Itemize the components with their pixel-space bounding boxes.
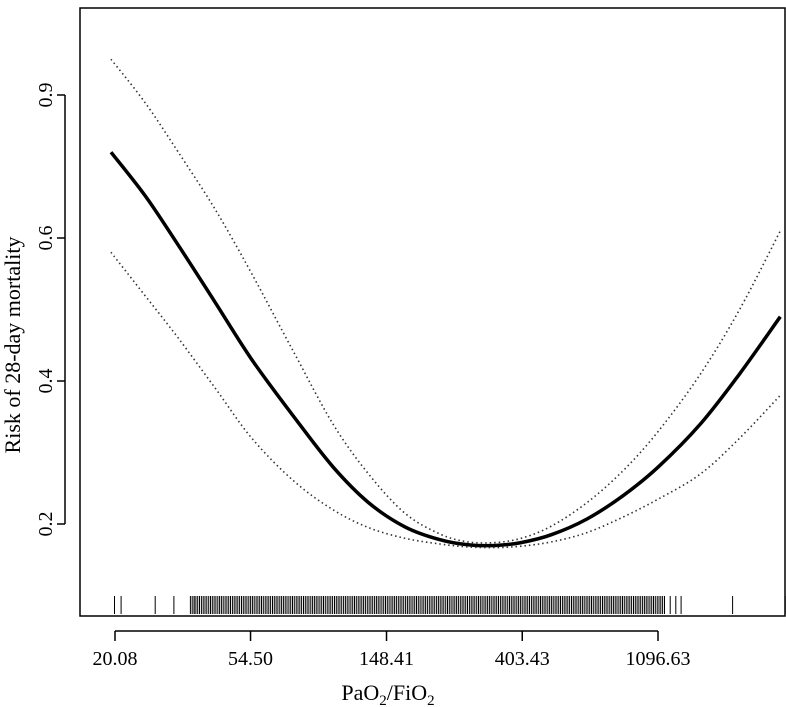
- x-tick-label: 54.50: [228, 648, 273, 670]
- series-group: [109, 58, 782, 549]
- plot-frame: [79, 7, 786, 617]
- x-tick-label: 403.43: [495, 648, 550, 670]
- x-tick-label: 20.08: [93, 648, 138, 670]
- series-line-ci-2: [110, 251, 781, 549]
- y-tick-label: 0.6: [35, 226, 57, 251]
- y-tick-label: 0.2: [35, 512, 57, 537]
- series-line-ci-1: [110, 58, 782, 544]
- y-axis: 0.2 0.4 0.6 0.9: [35, 83, 66, 537]
- x-tick-label: 1096.63: [626, 648, 691, 670]
- rug-plot: [114, 596, 786, 614]
- x-tick-label: 148.41: [359, 648, 414, 670]
- x-axis-label: PaO2/FiO2: [341, 680, 434, 707]
- series-line-estimate: [109, 151, 782, 548]
- y-tick-label: 0.4: [35, 369, 57, 394]
- x-axis: 20.08 54.50 148.41 403.43 1096.63: [93, 630, 691, 670]
- y-axis-label: Risk of 28-day mortality: [0, 237, 25, 454]
- y-tick-label: 0.9: [35, 83, 57, 108]
